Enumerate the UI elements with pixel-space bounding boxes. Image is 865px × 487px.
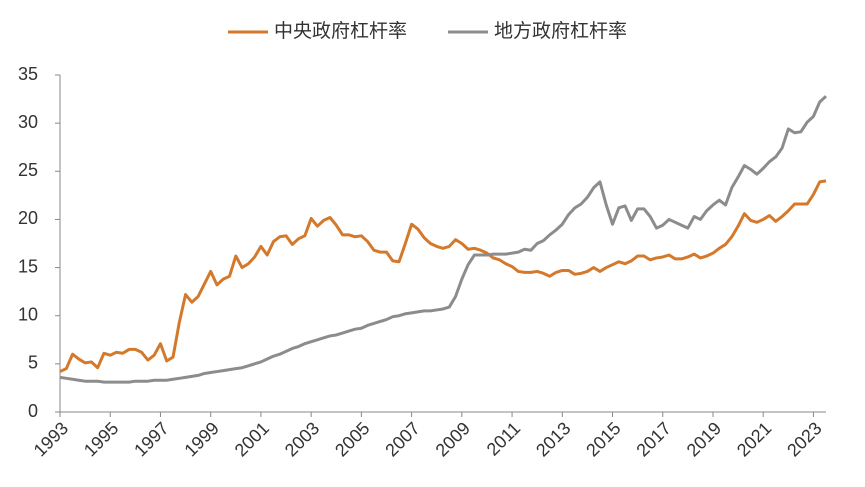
x-tick-label: 2003 (281, 418, 323, 460)
x-tick-label: 2019 (683, 418, 725, 460)
x-tick-label: 1999 (180, 418, 222, 460)
x-tick-label: 2017 (632, 418, 674, 460)
x-tick-label: 1993 (30, 418, 72, 460)
y-tick-label: 35 (18, 64, 38, 84)
x-tick-label: 2005 (331, 418, 373, 460)
x-tick-label: 2013 (532, 418, 574, 460)
x-tick-label: 2021 (733, 418, 775, 460)
y-tick-label: 30 (18, 112, 38, 132)
y-tick-label: 20 (18, 208, 38, 228)
y-tick-label: 10 (18, 304, 38, 324)
x-tick-label: 2007 (381, 418, 423, 460)
x-tick-label: 2009 (432, 418, 474, 460)
y-tick-label: 25 (18, 160, 38, 180)
x-tick-label: 1995 (80, 418, 122, 460)
y-tick-label: 5 (28, 353, 38, 373)
series-line (59, 179, 827, 373)
series-line (59, 95, 828, 384)
y-tick-label: 15 (18, 256, 38, 276)
x-tick-label: 2001 (231, 418, 273, 460)
x-tick-label: 2015 (582, 418, 624, 460)
legend-label: 地方政府杠杆率 (494, 20, 627, 42)
x-tick-label: 1997 (130, 418, 172, 460)
x-tick-label: 2023 (783, 418, 825, 460)
legend-label: 中央政府杠杆率 (274, 20, 407, 42)
y-tick-label: 0 (28, 401, 38, 421)
x-tick-label: 2011 (483, 418, 525, 460)
